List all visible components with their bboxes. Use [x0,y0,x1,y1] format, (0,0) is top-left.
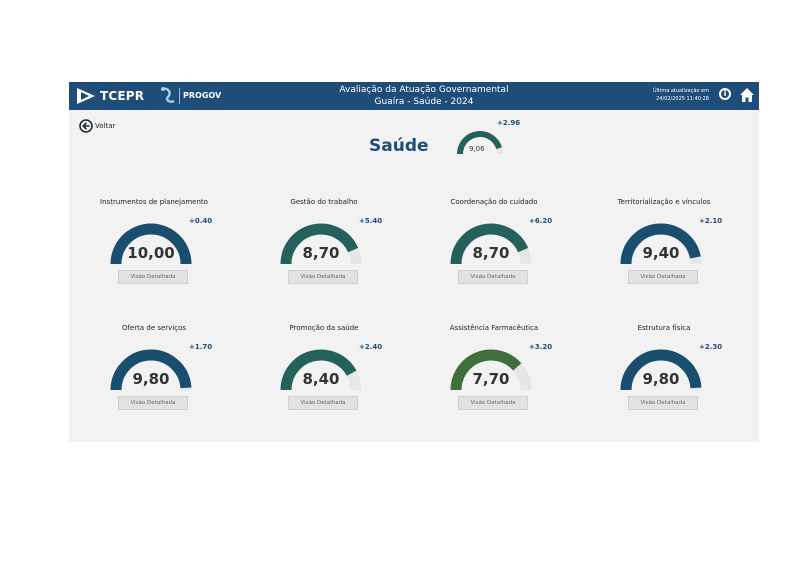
detail-view-button[interactable]: Visão Detalhada [118,270,188,284]
indicator-delta: +0.40 [189,217,213,225]
indicator-score: 9,80 [642,370,680,388]
gauge-value-arc [280,223,359,265]
indicator-delta: +2.10 [699,217,723,225]
detail-view-button[interactable]: Visão Detalhada [458,396,528,410]
indicator-score: 7,70 [472,370,510,388]
gauge-value-arc [450,349,522,391]
dashboard-frame: TCEPR PROGOV Avaliação da Atuação Govern… [69,82,759,442]
top-bar: TCEPR PROGOV Avaliação da Atuação Govern… [69,82,759,110]
indicator-title: Coordenação do cuidado [450,198,538,206]
indicator-title: Oferta de serviços [121,324,187,332]
report-title-line2: Guaíra - Saúde - 2024 [374,97,474,107]
indicator-gauge [620,349,702,391]
indicator-delta: +3.20 [529,343,553,351]
indicator-title: Estrutura física [637,324,691,332]
indicator-gauge [450,223,532,265]
indicator-card: Assistência Farmacêutica +3.20 7,70 Visão D… [419,324,569,424]
indicator-delta: +5.40 [359,217,383,225]
last-update: Última atualização em 24/02/2025 11:40:2… [629,87,709,103]
indicator-title: Gestão do trabalho [290,198,358,206]
overall-score: 9,06 [469,145,485,153]
indicator-card: Gestão do trabalho +5.40 8,70 Visão Detalha… [249,198,399,298]
progov-label: PROGOV [183,91,222,100]
overall-delta: +2.96 [497,119,521,127]
gauge-value-arc [280,349,357,391]
indicator-delta: +1.70 [189,343,213,351]
indicator-title: Assistência Farmacêutica [449,324,539,332]
detail-view-button[interactable]: Visão Detalhada [628,270,698,284]
tcepr-logo-icon [77,88,95,104]
detail-view-button[interactable]: Visão Detalhada [628,396,698,410]
progov-logo-icon [161,87,175,103]
indicator-score: 8,70 [302,244,340,262]
indicator-delta: +6.20 [529,217,553,225]
indicator-card: Promoção da saúde +2.40 8,40 Visão Detalhad… [249,324,399,424]
home-icon[interactable] [739,87,755,103]
gauge-value-arc [620,349,702,391]
indicator-title: Instrumentos de planejamento [100,198,208,206]
detail-view-button[interactable]: Visão Detalhada [458,270,528,284]
indicator-card: Oferta de serviços +1.70 9,80 Visão Detalha… [79,324,229,424]
indicator-delta: +2.40 [359,343,383,351]
indicator-score: 9,40 [642,244,680,262]
indicator-gauge [280,349,362,391]
indicator-title: Promoção da saúde [289,324,359,332]
indicator-delta: +2.30 [699,343,723,351]
gauge-value-arc [457,131,502,155]
indicator-card: Estrutura física +2.30 9,80 Visão Detalhada [589,324,739,424]
report-title-line1: Avaliação da Atuação Governamental [339,85,509,95]
gauge-value-arc [110,349,192,391]
last-update-label: Última atualização em [652,88,709,94]
arrow-left-circle-icon [79,119,93,133]
indicator-card: Instrumentos de planejamento +0.40 10,00 Vi… [79,198,229,298]
indicator-gauge [450,349,532,391]
detail-view-button[interactable]: Visão Detalhada [118,396,188,410]
page-title: Saúde [369,136,429,156]
indicator-gauge [110,223,192,265]
indicator-score: 8,70 [472,244,510,262]
detail-view-button[interactable]: Visão Detalhada [288,270,358,284]
gauge-value-arc [620,223,701,265]
indicator-card: Coordenação do cuidado +6.20 8,70 Visão Det… [419,198,569,298]
overall-gauge [457,131,503,155]
last-update-value: 24/02/2025 11:40:28 [656,96,709,102]
detail-view-button[interactable]: Visão Detalhada [288,396,358,410]
report-title: Avaliação da Atuação Governamental Guaír… [299,84,549,108]
indicator-title: Territorialização e vínculos [617,198,711,206]
indicator-gauge [620,223,702,265]
back-label: Voltar [95,122,116,130]
indicator-gauge [280,223,362,265]
indicator-score: 9,80 [132,370,170,388]
indicator-score: 10,00 [127,244,175,262]
logo-divider [179,88,180,104]
gauge-value-arc [110,223,192,265]
indicator-gauge [110,349,192,391]
brand-label: TCEPR [100,89,145,103]
indicator-score: 8,40 [302,370,340,388]
gauge-value-arc [450,223,529,265]
indicator-card: Territorialização e vínculos +2.10 9,40 Vis… [589,198,739,298]
info-icon[interactable]: i [719,88,731,100]
